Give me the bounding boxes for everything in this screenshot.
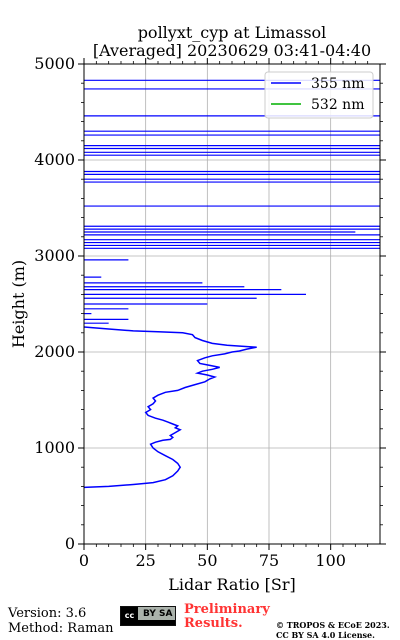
x-tick-label: 50 bbox=[197, 551, 217, 570]
method-text: Method: Raman bbox=[8, 621, 114, 636]
x-axis-ticks: 0 25 50 75 100 bbox=[79, 58, 369, 570]
chart-subtitle: [Averaged] 20230629 03:41-04:40 bbox=[93, 41, 371, 60]
x-tick-label: 0 bbox=[79, 551, 89, 570]
y-axis-ticks: 0 1000 2000 3000 4000 5000 bbox=[34, 54, 386, 553]
series-lines bbox=[83, 326, 257, 489]
y-axis-label: Height (m) bbox=[9, 260, 28, 348]
legend-label-355: 355 nm bbox=[311, 76, 364, 92]
y-tick-label: 1000 bbox=[34, 438, 75, 457]
cc-logo-icon: cc bbox=[121, 607, 138, 625]
series-line-0 bbox=[83, 326, 257, 489]
cc-by-icon: BY bbox=[143, 609, 156, 619]
lidar-ratio-chart: pollyxt_cyp at Limassol [Averaged] 20230… bbox=[9, 23, 386, 594]
legend-label-532: 532 nm bbox=[311, 97, 364, 113]
version-text: Version: 3.6 bbox=[8, 606, 87, 621]
preliminary-line-1: Preliminary bbox=[184, 602, 270, 617]
license-text: © TROPOS & ECoE 2023. CC BY SA 4.0 Licen… bbox=[276, 620, 390, 640]
x-tick-label: 75 bbox=[259, 551, 279, 570]
x-axis-label: Lidar Ratio [Sr] bbox=[168, 575, 296, 594]
preliminary-line-2: Results. bbox=[184, 616, 243, 631]
y-tick-label: 4000 bbox=[34, 150, 75, 169]
y-tick-label: 0 bbox=[65, 534, 75, 553]
license-line-1: © TROPOS & ECoE 2023. bbox=[276, 620, 390, 630]
x-tick-label: 100 bbox=[315, 551, 346, 570]
cc-license-badge: cc BY SA bbox=[120, 606, 176, 626]
y-tick-label: 3000 bbox=[34, 246, 75, 265]
legend: 355 nm 532 nm bbox=[264, 71, 374, 119]
y-tick-label: 5000 bbox=[34, 54, 75, 73]
x-tick-label: 25 bbox=[135, 551, 155, 570]
license-line-2: CC BY SA 4.0 License. bbox=[276, 630, 375, 640]
preliminary-notice: Preliminary Results. bbox=[184, 603, 270, 631]
chart-title: pollyxt_cyp at Limassol bbox=[138, 23, 327, 42]
y-tick-label: 2000 bbox=[34, 342, 75, 361]
cc-sa-icon: SA bbox=[159, 609, 173, 619]
